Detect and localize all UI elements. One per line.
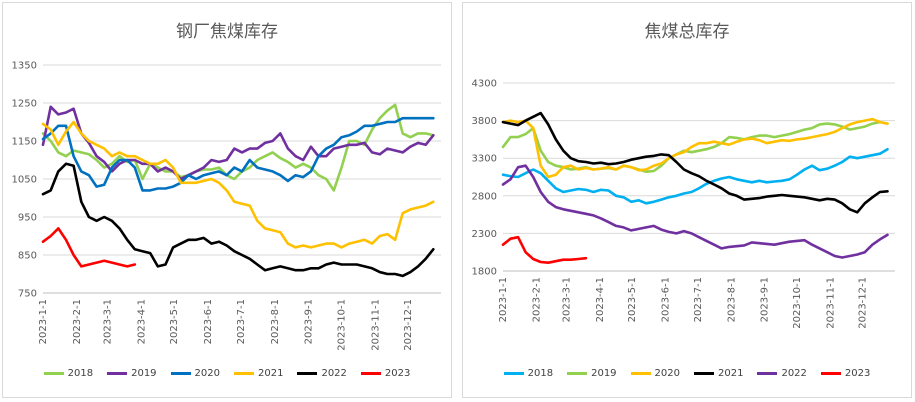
series-line-2023 (501, 235, 588, 265)
series-line-2020 (501, 117, 889, 179)
legend-swatch (43, 372, 64, 375)
legend-item-2023: 2023 (820, 368, 871, 379)
series-line-2018 (501, 147, 889, 205)
legend-label: 2021 (258, 368, 284, 379)
series-line-2023 (41, 227, 137, 268)
legend-swatch (360, 372, 381, 375)
x-tick-label: 2023-4-1 (595, 277, 606, 322)
legend-item-2019: 2019 (107, 368, 157, 379)
y-tick-label: 950 (18, 213, 37, 224)
legend-item-2020: 2020 (630, 368, 680, 379)
series-line-2022 (501, 164, 889, 259)
x-tick-label: 2023-12-1 (858, 277, 869, 329)
series-line-2021 (41, 120, 435, 249)
series-line-2019 (41, 105, 435, 181)
legend-swatch (630, 372, 651, 375)
x-tick-label: 2023-7-1 (693, 277, 704, 322)
legend-swatch (567, 372, 588, 375)
legend-swatch (234, 372, 254, 375)
legend-swatch (757, 372, 778, 375)
x-tick-label: 2023-6-1 (203, 299, 214, 344)
x-tick-label: 2023-8-1 (726, 277, 737, 322)
y-tick-label: 1050 (12, 175, 37, 186)
y-tick-label: 4300 (472, 79, 497, 90)
x-tick-label: 2023-1-1 (498, 277, 509, 322)
legend-label: 2022 (321, 368, 347, 379)
legend-label: 2023 (384, 368, 411, 379)
x-tick-label: 2023-3-1 (103, 299, 114, 344)
legend-item-2021: 2021 (234, 368, 283, 379)
y-tick-label: 1350 (12, 61, 37, 72)
chart-plot-total-coking-coal: 1800 2300 2800 3300 3800 4300 2023-1-1 2023-2-1… (472, 79, 895, 329)
x-tick-label: 2023-6-1 (661, 277, 672, 322)
legend-item-2018: 2018 (503, 368, 554, 379)
x-tick-label: 2023-12-1 (403, 299, 414, 351)
legend-label: 2023 (844, 368, 871, 379)
y-tick-label: 1250 (12, 99, 37, 110)
y-tick-label: 3800 (472, 116, 497, 127)
legend-item-2020: 2020 (170, 368, 220, 379)
legend-item-2021: 2021 (694, 368, 743, 379)
y-tick-label: 850 (18, 251, 37, 262)
legend-label: 2021 (718, 368, 744, 379)
chart-panel-total-coking-coal: 焦煤总库存 1800 2300 2800 3300 3800 4300 2023-1-1 20… (462, 2, 912, 398)
y-tick-label: 1150 (12, 137, 37, 148)
x-tick-label: 2023-2-1 (72, 299, 83, 344)
legend-swatch (107, 372, 128, 375)
legend-swatch (820, 372, 841, 375)
legend-label: 2018 (67, 368, 94, 379)
legend-item-2018: 2018 (43, 368, 94, 379)
x-tick-label: 2023-10-1 (337, 299, 348, 351)
x-tick-label: 2023-9-1 (304, 299, 315, 344)
chart-title: 钢厂焦煤库存 (176, 22, 278, 42)
x-tick-label: 2023-1-1 (38, 299, 49, 344)
x-tick-label: 2023-8-1 (270, 299, 281, 344)
x-tick-label: 2023-4-1 (136, 299, 147, 344)
legend-swatch (503, 372, 524, 375)
x-tick-label: 2023-2-1 (531, 277, 542, 322)
chart-title: 焦煤总库存 (644, 22, 730, 42)
x-tick-label: 2023-5-1 (169, 299, 180, 344)
legend-label: 2020 (654, 368, 680, 379)
legend-swatch (694, 372, 714, 375)
legend-item-2022: 2022 (297, 368, 347, 379)
x-tick-label: 2023-3-1 (562, 277, 573, 322)
chart-plot-steel-coking-coal: 750 850 950 1050 1150 1250 1350 2023-1-1 2023-2-… (12, 61, 441, 351)
legend-label: 2022 (781, 368, 807, 379)
y-tick-label: 2800 (472, 191, 497, 202)
x-tick-label: 2023-7-1 (236, 299, 247, 344)
y-tick-label: 1800 (472, 267, 497, 278)
x-tick-label: 2023-10-1 (792, 277, 803, 329)
legend-label: 2019 (591, 368, 617, 379)
series-line-2020 (41, 116, 435, 192)
x-tick-label: 2023-9-1 (760, 277, 771, 322)
legend-label: 2020 (194, 368, 220, 379)
legend-item-2022: 2022 (757, 368, 807, 379)
series-line-2021 (501, 111, 889, 214)
x-tick-label: 2023-11-1 (825, 277, 836, 329)
legend-item-2023: 2023 (360, 368, 411, 379)
legend-swatch (170, 372, 191, 375)
chart-legend: 2018 2019 2020 2021 2022 2023 (3, 368, 451, 379)
series-line-2019 (501, 120, 889, 173)
y-tick-label: 2300 (472, 229, 497, 240)
chart-panel-steel-coking-coal: 钢厂焦煤库存 750 850 950 1050 1150 1250 1350 2023-1-1… (2, 2, 452, 398)
x-tick-label: 2023-11-1 (370, 299, 381, 351)
y-tick-label: 750 (18, 289, 37, 300)
legend-label: 2018 (527, 368, 554, 379)
chart-legend: 2018 2019 2020 2021 2022 2023 (463, 368, 911, 379)
legend-item-2019: 2019 (567, 368, 617, 379)
series-line-2022 (41, 162, 435, 278)
legend-swatch (297, 372, 318, 375)
y-tick-label: 3300 (472, 154, 497, 165)
legend-label: 2019 (131, 368, 157, 379)
x-tick-label: 2023-5-1 (627, 277, 638, 322)
